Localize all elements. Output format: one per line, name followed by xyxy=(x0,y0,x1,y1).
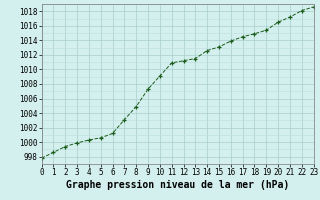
X-axis label: Graphe pression niveau de la mer (hPa): Graphe pression niveau de la mer (hPa) xyxy=(66,180,289,190)
